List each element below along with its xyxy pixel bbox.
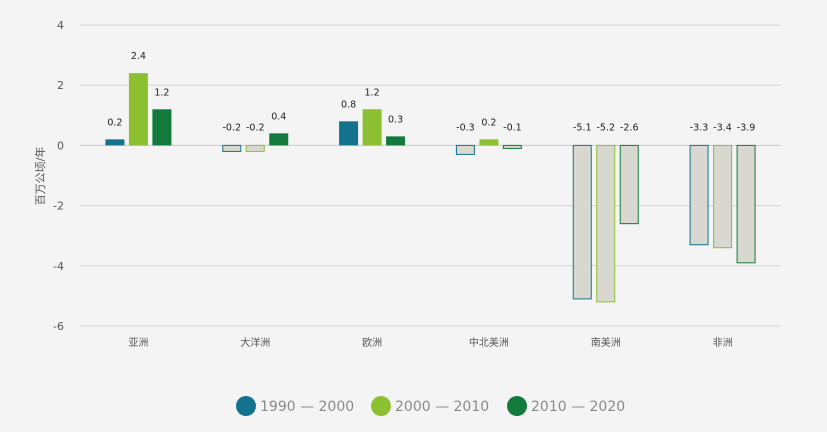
data-label: 2.4 [131,51,146,62]
bar [386,136,406,146]
data-label: 0.2 [481,117,496,128]
data-label: 0.8 [341,99,356,110]
x-axis-categories: 亚洲 大洋洲 欧洲 中北美洲 南美洲 非洲 [128,336,732,349]
data-label: -3.3 [690,122,709,133]
x-category-label: 南美洲 [591,336,621,349]
bar [736,144,756,264]
bar [596,144,616,303]
data-label: -0.1 [503,122,522,133]
bar [128,73,148,146]
data-labels: 0.2 2.4 1.2 -0.2 -0.2 0.4 0.8 1.2 0.3 -0.3 0.2 -0.1… [107,51,755,133]
grid [80,24,781,327]
bar [455,144,475,155]
legend-swatch [507,396,527,416]
data-label: 0.3 [388,114,403,125]
bar [502,144,522,149]
legend-swatch [371,396,391,416]
bar [222,144,242,152]
bar [245,144,265,152]
data-label: 1.2 [154,87,169,98]
y-axis-ticks: 4 2 0 -2 -4 -6 [53,19,64,333]
bar [339,121,359,146]
x-category-label: 亚洲 [128,337,148,349]
y-tick-label: -6 [53,320,64,333]
y-tick-label: 0 [57,139,64,152]
x-category-label: 中北美洲 [469,336,509,349]
x-category-label: 欧洲 [362,337,382,349]
data-label: -0.2 [222,122,241,133]
legend: 1990 — 2000 2000 — 2010 2010 — 2020 [236,396,625,416]
bar [619,144,639,225]
data-label: -2.6 [620,122,639,133]
data-label: -0.2 [246,122,265,133]
data-label: -0.3 [456,122,475,133]
bar [105,139,125,146]
x-category-label: 非洲 [713,337,733,349]
y-tick-label: -4 [53,260,64,273]
legend-label: 2010 — 2020 [531,399,625,415]
data-label: -5.2 [596,122,615,133]
data-label: 1.2 [365,87,380,98]
bar [572,144,592,300]
bar [152,109,172,146]
bar [479,139,499,146]
x-category-label: 大洋洲 [240,336,270,349]
bars [105,73,756,303]
data-label: 0.2 [107,117,122,128]
bar [713,144,733,249]
data-label: -3.4 [713,122,732,133]
y-axis-label: 百万公顷/年 [33,147,47,206]
y-tick-label: 4 [57,19,64,32]
legend-label: 1990 — 2000 [260,399,354,415]
data-label: -3.9 [737,122,756,133]
data-label: 0.4 [271,111,286,122]
bar [269,133,289,146]
y-tick-label: -2 [53,200,64,213]
legend-swatch [236,396,256,416]
y-tick-label: 2 [57,79,64,92]
bar [689,144,709,246]
bar [362,109,382,146]
legend-label: 2000 — 2010 [395,399,489,415]
data-label: -5.1 [573,122,592,133]
